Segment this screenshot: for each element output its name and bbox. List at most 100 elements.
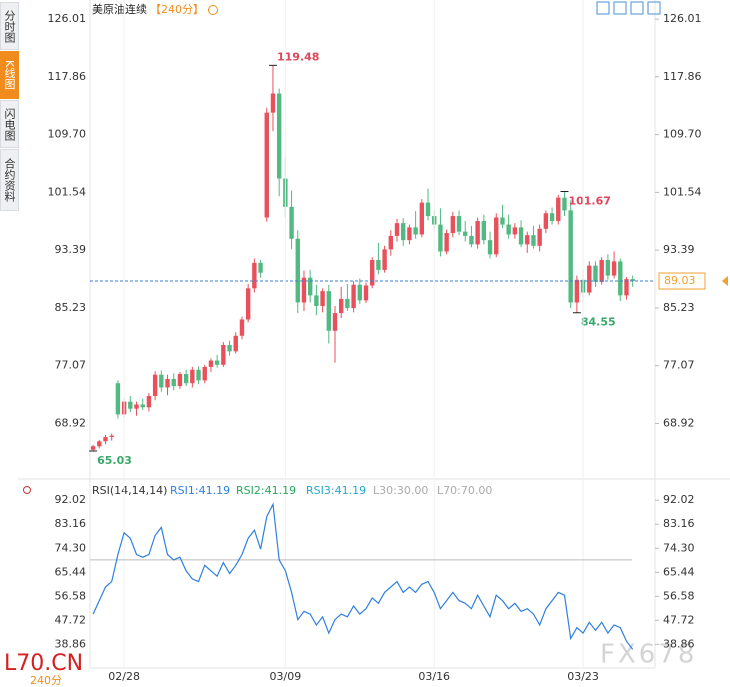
- candle-body: [258, 262, 263, 273]
- tab[interactable]: 合约资料: [0, 149, 19, 211]
- candle-body: [438, 224, 443, 252]
- candle-body: [177, 374, 183, 387]
- candle-body: [419, 202, 425, 235]
- candle-body: [245, 288, 251, 320]
- candle-body: [233, 335, 238, 352]
- extreme-label: 119.48: [277, 50, 319, 63]
- candle-body: [227, 344, 232, 352]
- y-tick-label: 101.54: [48, 185, 87, 198]
- y-tick-label: 74.30: [663, 541, 695, 554]
- candle-body: [103, 437, 108, 442]
- last-price-label: 89.03: [664, 274, 696, 287]
- collapse-icon[interactable]: [208, 5, 218, 15]
- y-tick-label: 109.70: [663, 128, 702, 141]
- period-label: 【240分】: [150, 3, 204, 16]
- y-tick-label: 68.92: [55, 416, 87, 429]
- period-badge[interactable]: 240分: [30, 674, 62, 687]
- y-tick-label: 117.86: [48, 70, 87, 83]
- candle-body: [338, 298, 344, 314]
- candle-body: [556, 197, 561, 222]
- y-tick-label: 92.02: [55, 493, 87, 506]
- candle-body: [506, 224, 511, 235]
- last-price-arrow: [722, 276, 728, 287]
- y-tick-label: 83.16: [55, 517, 87, 530]
- legend-label: RSI1:41.19: [170, 484, 230, 497]
- candle-body: [221, 344, 226, 365]
- settings-icon[interactable]: [23, 486, 31, 494]
- tab[interactable]: K线图: [0, 51, 19, 99]
- candle-body: [407, 227, 412, 241]
- y-tick-label: 47.72: [663, 613, 695, 626]
- candle-body: [115, 383, 121, 415]
- candle-body: [314, 295, 319, 307]
- candle-body: [345, 298, 350, 309]
- candle-body: [307, 277, 313, 296]
- tab[interactable]: 分时图: [0, 2, 19, 50]
- candle-body: [326, 291, 331, 331]
- candle-body: [630, 279, 635, 282]
- candle-body: [332, 313, 338, 331]
- candle-body: [264, 112, 269, 218]
- candle-body: [239, 319, 245, 336]
- tab[interactable]: 闪电图: [0, 100, 19, 148]
- x-tick-label: 03/23: [567, 670, 599, 683]
- y-tick-label: 126.01: [48, 12, 87, 25]
- y-tick-label: 85.23: [55, 301, 87, 314]
- candle-body: [494, 217, 499, 255]
- x-tick-label: 03/16: [418, 670, 450, 683]
- move-icon[interactable]: [647, 1, 661, 15]
- candle-body: [593, 265, 598, 282]
- candle-body: [301, 277, 307, 303]
- y-tick-label: 77.07: [663, 359, 695, 372]
- x-tick-label: 02/28: [108, 670, 140, 683]
- y-tick-label: 117.86: [663, 70, 702, 83]
- y-tick-label: 109.70: [48, 128, 87, 141]
- candle-body: [450, 216, 456, 234]
- brand: L70.CN: [4, 651, 83, 676]
- candle-body: [463, 231, 468, 236]
- move-icon[interactable]: [630, 1, 644, 15]
- candle-body: [531, 235, 536, 246]
- candle-body: [165, 378, 170, 388]
- candle-body: [568, 210, 573, 303]
- candle-body: [270, 93, 276, 113]
- extreme-label: 65.03: [97, 454, 132, 467]
- x-tick-label: 03/09: [270, 670, 302, 683]
- legend-label: RSI3:41.19: [306, 484, 366, 497]
- y-tick-label: 74.30: [55, 541, 87, 554]
- candle-body: [481, 221, 487, 241]
- candle-body: [618, 261, 623, 296]
- candle-body: [146, 395, 152, 408]
- candle-body: [543, 213, 549, 229]
- candle-body: [202, 366, 207, 381]
- y-tick-label: 126.01: [663, 12, 702, 25]
- candle-body: [525, 235, 530, 245]
- extreme-label: 101.67: [568, 194, 610, 207]
- candle-body: [140, 404, 145, 408]
- candle-body: [214, 360, 220, 365]
- legend-label: RSI2:41.19: [236, 484, 296, 497]
- candle-body: [475, 221, 480, 245]
- candle-body: [549, 213, 555, 222]
- y-tick-label: 38.86: [663, 637, 695, 650]
- candle-body: [611, 261, 617, 276]
- candle-body: [444, 233, 449, 252]
- candle-body: [208, 360, 214, 367]
- candle-body: [537, 228, 542, 246]
- candle-body: [171, 378, 176, 387]
- candle-body: [599, 259, 604, 282]
- last-price-box: [658, 272, 706, 290]
- zoom-in-icon[interactable]: [596, 1, 610, 15]
- candle-body: [252, 262, 257, 289]
- y-tick-label: 85.23: [663, 301, 695, 314]
- candle-body: [469, 235, 474, 245]
- candle-body: [382, 249, 387, 270]
- candle-body: [401, 223, 406, 241]
- y-tick-label: 65.44: [55, 565, 87, 578]
- zoom-out-icon[interactable]: [613, 1, 627, 15]
- toolbar: [596, 1, 661, 15]
- candle-body: [605, 259, 611, 276]
- candle-body: [276, 93, 282, 179]
- rsi-line: [92, 502, 634, 650]
- y-tick-label: 56.58: [663, 589, 695, 602]
